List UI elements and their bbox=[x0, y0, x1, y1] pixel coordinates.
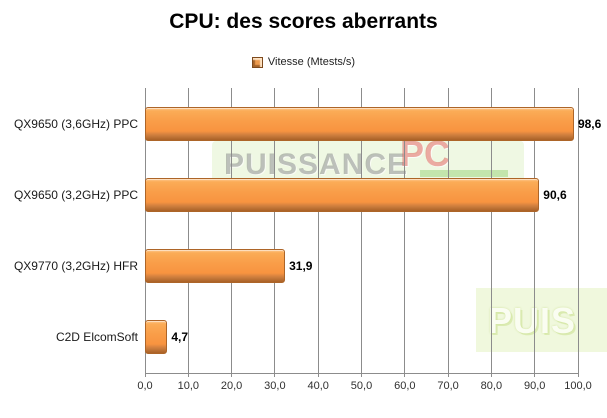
axis-tick bbox=[577, 373, 579, 377]
axis-tick bbox=[447, 373, 449, 377]
plot-area: 98,6 90,6 31,9 4,7 bbox=[144, 88, 601, 377]
x-tick-label: 80,0 bbox=[480, 380, 503, 392]
bar-3 bbox=[145, 249, 286, 284]
bar-value-label: 4,7 bbox=[171, 330, 189, 345]
bar-row: 98,6 bbox=[145, 88, 601, 159]
gridline bbox=[534, 88, 536, 373]
category-label: C2D ElcomSoft bbox=[55, 330, 138, 345]
gridline bbox=[274, 88, 276, 373]
bar-4 bbox=[145, 320, 168, 355]
x-tick-label: 100,0 bbox=[564, 380, 592, 392]
gridline bbox=[490, 88, 492, 373]
x-tick-label: 50,0 bbox=[350, 380, 373, 392]
x-axis: 0,0 10,0 20,0 30,0 40,0 50,0 60,0 70,0 80,0 90,0 1… bbox=[137, 380, 591, 398]
axis-tick bbox=[534, 373, 536, 377]
axis-tick bbox=[317, 373, 319, 377]
gridline bbox=[577, 88, 579, 373]
chart-title: CPU: des scores aberrants bbox=[169, 10, 438, 33]
x-tick-label: 0,0 bbox=[137, 380, 153, 392]
axis-tick bbox=[144, 373, 146, 377]
bar-value-label: 31,9 bbox=[289, 259, 313, 274]
gridline bbox=[317, 88, 319, 373]
legend: Vitesse (Mtests/s) bbox=[0, 56, 607, 68]
bar-row: 4,7 bbox=[145, 302, 578, 373]
bar-row: 31,9 bbox=[145, 231, 578, 302]
watermark-word-puis: PUIS bbox=[488, 300, 577, 341]
bar-value-label: 90,6 bbox=[543, 187, 567, 202]
legend-swatch-icon bbox=[251, 56, 263, 68]
axis-tick bbox=[187, 373, 189, 377]
axis-tick bbox=[490, 373, 492, 377]
x-tick-label: 70,0 bbox=[437, 380, 459, 392]
gridline bbox=[144, 88, 146, 373]
x-tick-label: 90,0 bbox=[523, 380, 546, 392]
gridline bbox=[187, 88, 189, 373]
gridline bbox=[231, 88, 233, 373]
x-tick-label: 30,0 bbox=[264, 380, 286, 392]
x-tick-label: 20,0 bbox=[220, 380, 243, 392]
axis-tick bbox=[231, 373, 233, 377]
bar-1 bbox=[145, 106, 574, 141]
legend-label: Vitesse (Mtests/s) bbox=[267, 56, 356, 68]
gridline bbox=[447, 88, 449, 373]
category-axis-labels: QX9650 (3,6GHz) PPC QX9650 (3,2GHz) PPC QX… bbox=[0, 88, 138, 373]
x-tick-label: 60,0 bbox=[394, 380, 416, 392]
x-tick-label: 40,0 bbox=[307, 380, 329, 392]
category-label: QX9650 (3,2GHz) PPC bbox=[13, 187, 138, 202]
x-tick-label: 10,0 bbox=[177, 380, 200, 392]
watermark-word-puissance: PUISSANCE bbox=[224, 148, 409, 181]
bar-2 bbox=[145, 177, 540, 212]
bar-row: 90,6 bbox=[145, 159, 578, 230]
axis-tick bbox=[361, 373, 362, 377]
category-label: QX9650 (3,6GHz) PPC bbox=[13, 116, 138, 131]
watermark-corner: PUIS bbox=[476, 288, 607, 352]
axis-tick bbox=[404, 373, 406, 377]
gridline bbox=[404, 88, 406, 373]
gridline bbox=[361, 88, 362, 373]
axis-tick bbox=[274, 373, 276, 377]
category-label: QX9770 (3,2GHz) HFR bbox=[13, 259, 138, 274]
watermark-green-underline bbox=[420, 170, 508, 177]
bar-value-label: 98,6 bbox=[577, 116, 602, 131]
